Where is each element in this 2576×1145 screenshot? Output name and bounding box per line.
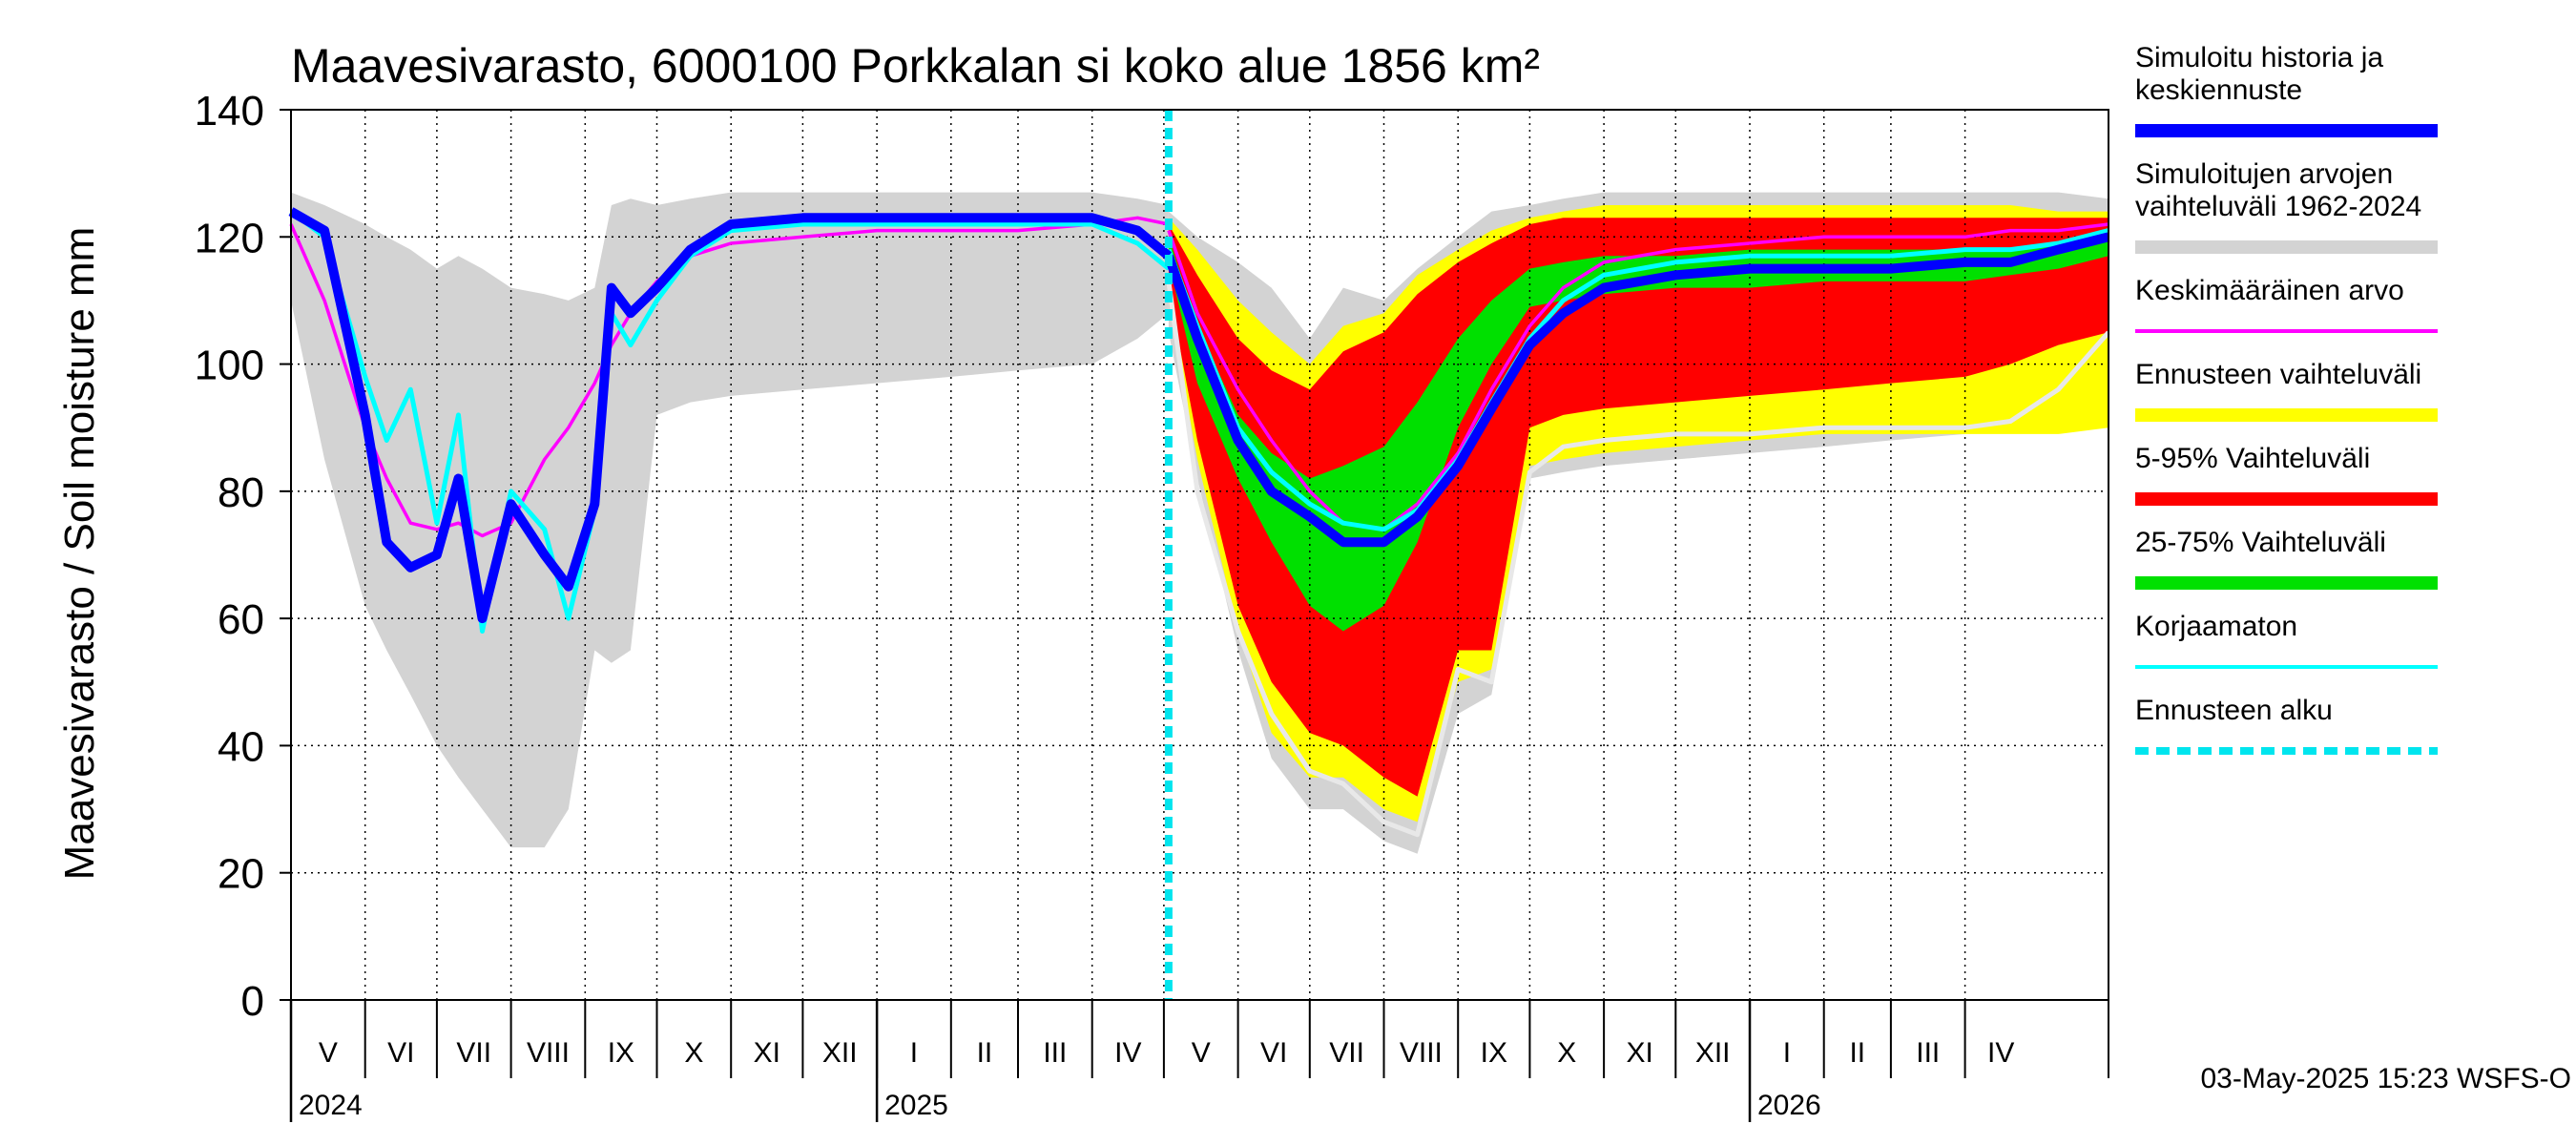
y-tick-label-120: 120 xyxy=(195,215,264,261)
month-label-11: IV xyxy=(1114,1037,1141,1069)
legend-label: Simuloitujen arvojen xyxy=(2135,158,2393,190)
simuloitujen-arvojen-vaihteluvali-1962-2024-history-band xyxy=(291,192,1169,848)
year-label-2024: 2024 xyxy=(299,1090,363,1121)
legend-label: Simuloitu historia ja xyxy=(2135,42,2383,73)
plot-area xyxy=(288,109,2110,1001)
month-label-18: XI xyxy=(1627,1037,1653,1069)
y-tick-label-40: 40 xyxy=(218,723,264,770)
footer-timestamp: 03-May-2025 15:23 WSFS-O xyxy=(2201,1063,2572,1094)
month-label-9: II xyxy=(977,1037,993,1069)
legend-label: 5-95% Vaihteluväli xyxy=(2135,443,2370,474)
month-label-5: X xyxy=(684,1037,703,1069)
month-label-12: V xyxy=(1192,1037,1211,1069)
y-tick-label-100: 100 xyxy=(195,343,264,389)
month-label-7: XII xyxy=(822,1037,858,1069)
month-label-2: VII xyxy=(456,1037,491,1069)
month-label-21: II xyxy=(1849,1037,1865,1069)
legend-item-ennusteen-alku: Ennusteen alku xyxy=(2135,695,2438,755)
month-label-16: IX xyxy=(1481,1037,1507,1069)
month-label-4: IX xyxy=(608,1037,634,1069)
legend-label: Korjaamaton xyxy=(2135,611,2297,642)
y-tick-label-20: 20 xyxy=(218,851,264,898)
5-95-vaihteluvali-forecast-band xyxy=(1168,218,2109,797)
keskimaarainen-arvo-forecast-line xyxy=(1167,222,2109,531)
chart-title: Maavesivarasto, 6000100 Porkkalan si kok… xyxy=(291,39,1540,93)
simuloitu-historia-ja-keskiennuste-history-line xyxy=(288,207,1173,624)
y-tick-label-140: 140 xyxy=(195,88,264,135)
year-label-2026: 2026 xyxy=(1757,1090,1821,1121)
plot-frame xyxy=(290,109,2109,1001)
month-label-0: V xyxy=(319,1037,338,1069)
legend-item-ennusteen-vaihteluvali: Ennusteen vaihteluväli xyxy=(2135,359,2438,422)
y-tick-label-80: 80 xyxy=(218,469,264,516)
lowest-simulated-trace-forecast-line xyxy=(1166,281,2110,838)
line-layer xyxy=(288,110,2110,1000)
legend-item-25-75-vaihteluvali: 25-75% Vaihteluväli xyxy=(2135,527,2438,590)
month-label-3: VIII xyxy=(527,1037,570,1069)
simuloitu-historia-ja-keskiennuste-forecast-line xyxy=(1164,232,2110,548)
band-layer xyxy=(291,192,2109,854)
month-label-14: VII xyxy=(1329,1037,1364,1069)
y-tick-label-60: 60 xyxy=(218,596,264,643)
legend-label: Ennusteen vaihteluväli xyxy=(2135,359,2421,390)
month-label-23: IV xyxy=(1987,1037,2014,1069)
month-label-15: VIII xyxy=(1400,1037,1443,1069)
y-tick-label-0: 0 xyxy=(241,978,264,1025)
month-label-10: III xyxy=(1043,1037,1067,1069)
legend-label: keskiennuste xyxy=(2135,74,2302,106)
legend-label: vaihteluväli 1962-2024 xyxy=(2135,191,2421,222)
legend-label: 25-75% Vaihteluväli xyxy=(2135,527,2386,558)
month-label-19: XII xyxy=(1695,1037,1731,1069)
month-label-6: XI xyxy=(754,1037,780,1069)
month-label-17: X xyxy=(1557,1037,1576,1069)
legend-label: Keskimääräinen arvo xyxy=(2135,275,2404,306)
legend-item-5-95-vaihteluvali: 5-95% Vaihteluväli xyxy=(2135,443,2438,506)
month-label-20: I xyxy=(1783,1037,1791,1069)
month-label-1: VI xyxy=(387,1037,414,1069)
legend: Simuloitu historia jakeskiennusteSimuloi… xyxy=(2135,42,2438,755)
month-label-8: I xyxy=(910,1037,918,1069)
y-axis-label: Maavesivarasto / Soil moisture mm xyxy=(56,227,103,881)
legend-label: Ennusteen alku xyxy=(2135,695,2333,726)
year-label-2025: 2025 xyxy=(884,1090,948,1121)
month-label-13: VI xyxy=(1260,1037,1287,1069)
legend-item-keskimaarainen-arvo: Keskimääräinen arvo xyxy=(2135,275,2438,333)
month-label-22: III xyxy=(1916,1037,1940,1069)
legend-item-korjaamaton: Korjaamaton xyxy=(2135,611,2438,669)
